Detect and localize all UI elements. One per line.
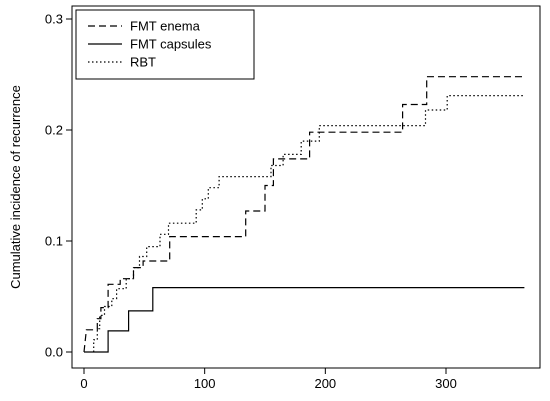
x-tick-label: 0 — [80, 376, 87, 391]
legend: FMT enema FMT capsules RBT — [75, 9, 255, 80]
legend-label: RBT — [130, 55, 156, 70]
x-tick-label: 100 — [194, 376, 216, 391]
axes: 0 100 200 300 0.0 0.1 0.2 0.3 — [45, 5, 541, 391]
y-tick-label: 0.2 — [45, 123, 63, 138]
y-axis-title: Cumulative incidence of recurrence — [8, 85, 23, 289]
x-tick-label: 200 — [314, 376, 336, 391]
y-tick-label: 0.3 — [45, 12, 63, 27]
series-line-rbt — [93, 95, 525, 352]
legend-label: FMT capsules — [130, 37, 212, 52]
y-tick-label: 0.1 — [45, 234, 63, 249]
y-tick-label: 0.0 — [45, 345, 63, 360]
series-line-fmt-enema — [83, 76, 525, 353]
series-group — [83, 76, 525, 353]
plot-frame — [71, 5, 541, 369]
x-tick-label: 300 — [435, 376, 457, 391]
legend-label: FMT enema — [130, 19, 201, 34]
series-line-fmt-capsules — [84, 287, 525, 353]
